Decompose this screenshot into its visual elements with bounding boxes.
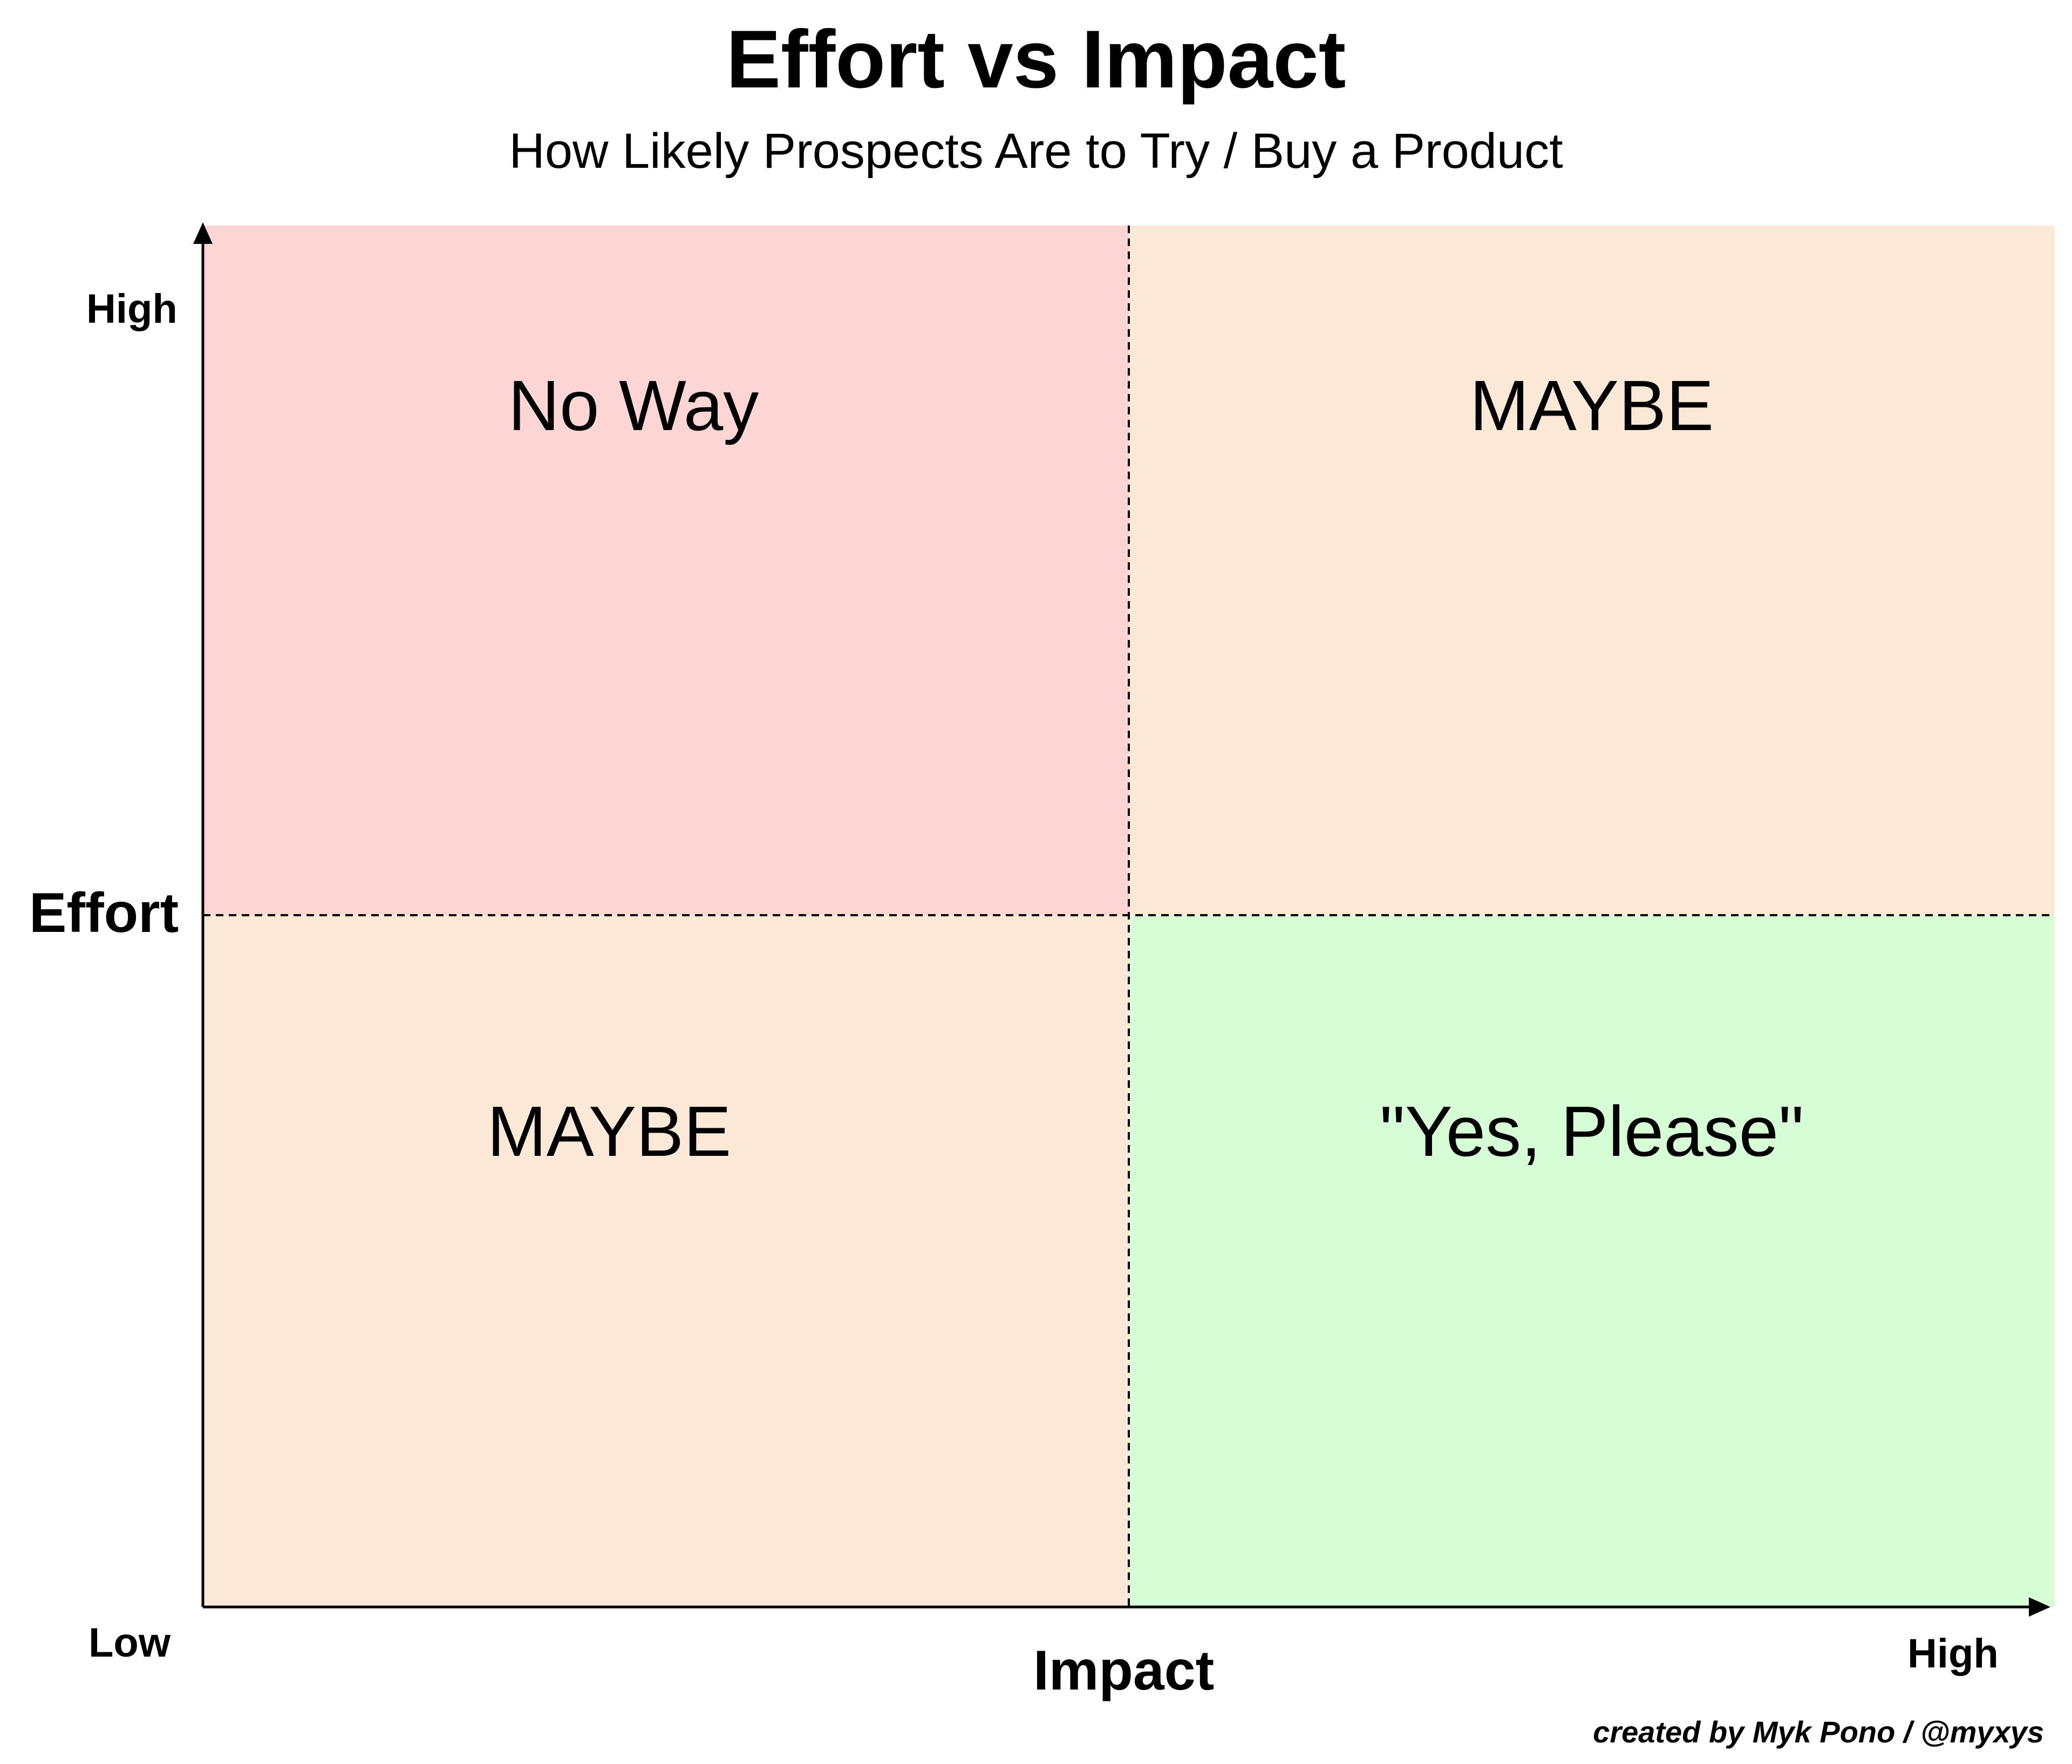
quadrant-maybe-top: MAYBE — [1129, 226, 2055, 915]
y-axis-high-label: High — [86, 286, 178, 332]
quadrant-maybe-bottom: MAYBE — [203, 915, 1129, 1607]
quadrant-label-maybe-bottom: MAYBE — [487, 1092, 732, 1171]
chart-subtitle: How Likely Prospects Are to Try / Buy a … — [509, 124, 1563, 179]
quadrant-label-maybe-top: MAYBE — [1469, 366, 1714, 445]
quadrant-yes-please: "Yes, Please" — [1129, 915, 2055, 1607]
quadrant-label-yes-please: "Yes, Please" — [1379, 1092, 1804, 1171]
x-axis-low-label: Low — [88, 1620, 171, 1666]
chart-title: Effort vs Impact — [726, 13, 1346, 105]
quadrant-label-no-way: No Way — [508, 366, 759, 445]
x-axis-high-label: High — [1907, 1631, 1999, 1677]
y-axis-title: Effort — [29, 882, 179, 944]
x-axis-title: Impact — [1033, 1639, 1215, 1702]
quadrant-no-way: No Way — [203, 226, 1129, 915]
credit-text: created by Myk Pono / @myxys — [1593, 1715, 2044, 1749]
